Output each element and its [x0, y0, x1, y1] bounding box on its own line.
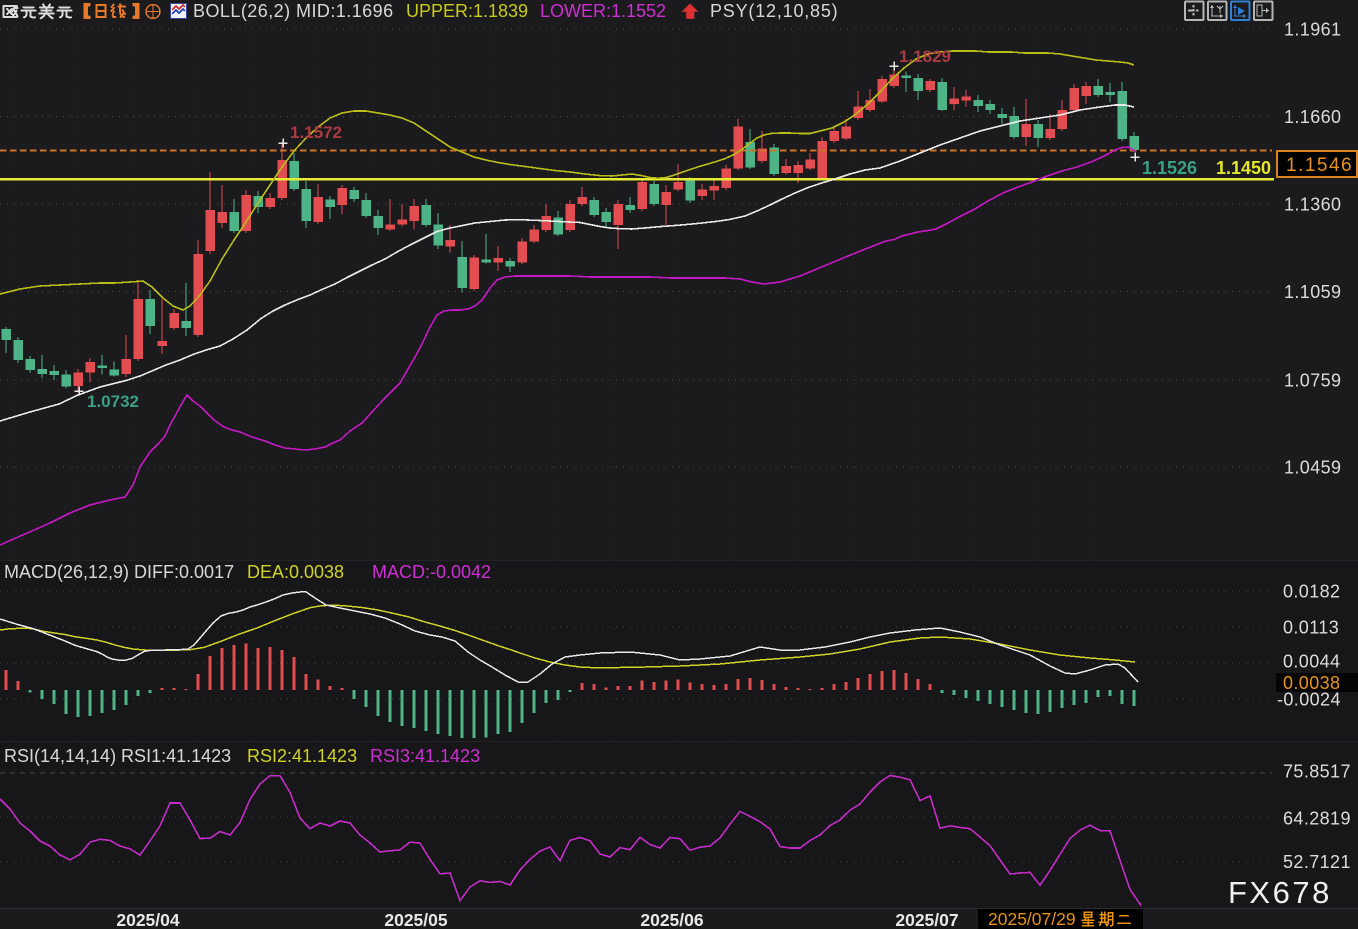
- svg-text:UPPER:1.1839: UPPER:1.1839: [406, 1, 528, 21]
- svg-text:2025/06: 2025/06: [640, 910, 704, 929]
- svg-text:RSI2:41.1423: RSI2:41.1423: [247, 746, 357, 766]
- svg-text:MACD:-0.0042: MACD:-0.0042: [372, 562, 491, 582]
- svg-text:1.0759: 1.0759: [1284, 371, 1341, 391]
- svg-text:BOLL(26,2) MID:1.1696: BOLL(26,2) MID:1.1696: [193, 1, 394, 21]
- svg-text:0.0044: 0.0044: [1283, 652, 1340, 672]
- svg-text:1.1450: 1.1450: [1216, 158, 1271, 178]
- svg-text:MACD(26,12,9) DIFF:0.0017: MACD(26,12,9) DIFF:0.0017: [4, 562, 234, 582]
- svg-text:1.1546: 1.1546: [1286, 155, 1353, 176]
- svg-text:2025/04: 2025/04: [116, 910, 180, 929]
- svg-text:-0.0024: -0.0024: [1277, 690, 1341, 710]
- svg-text:1.1572: 1.1572: [290, 123, 342, 142]
- svg-text:2025/07: 2025/07: [895, 910, 958, 929]
- svg-text:PSY(12,10,85): PSY(12,10,85): [710, 1, 838, 21]
- svg-text:2025/05: 2025/05: [384, 910, 448, 929]
- svg-text:0.0038: 0.0038: [1283, 673, 1340, 693]
- svg-text:1.0732: 1.0732: [87, 392, 139, 411]
- svg-text:52.7121: 52.7121: [1283, 852, 1351, 872]
- svg-text:RSI(14,14,14) RSI1:41.1423: RSI(14,14,14) RSI1:41.1423: [4, 746, 231, 766]
- svg-text:1.1526: 1.1526: [1142, 158, 1197, 178]
- svg-text:1.1961: 1.1961: [1284, 20, 1341, 40]
- svg-text:LOWER:1.1552: LOWER:1.1552: [540, 1, 666, 21]
- svg-text:0.0182: 0.0182: [1283, 582, 1340, 602]
- svg-text:1.1360: 1.1360: [1284, 195, 1341, 215]
- svg-text:1.1829: 1.1829: [899, 47, 951, 66]
- svg-text:1.1059: 1.1059: [1284, 282, 1341, 302]
- svg-text:64.2819: 64.2819: [1283, 809, 1351, 829]
- svg-text:2025/07/29: 2025/07/29: [988, 909, 1076, 929]
- svg-text:1.1660: 1.1660: [1284, 107, 1341, 127]
- svg-text:1.0459: 1.0459: [1284, 458, 1341, 478]
- svg-text:RSI3:41.1423: RSI3:41.1423: [370, 746, 480, 766]
- svg-text:FX678: FX678: [1228, 875, 1332, 910]
- svg-text:75.8517: 75.8517: [1283, 762, 1351, 782]
- svg-text:DEA:0.0038: DEA:0.0038: [247, 562, 344, 582]
- svg-text:0.0113: 0.0113: [1283, 618, 1339, 638]
